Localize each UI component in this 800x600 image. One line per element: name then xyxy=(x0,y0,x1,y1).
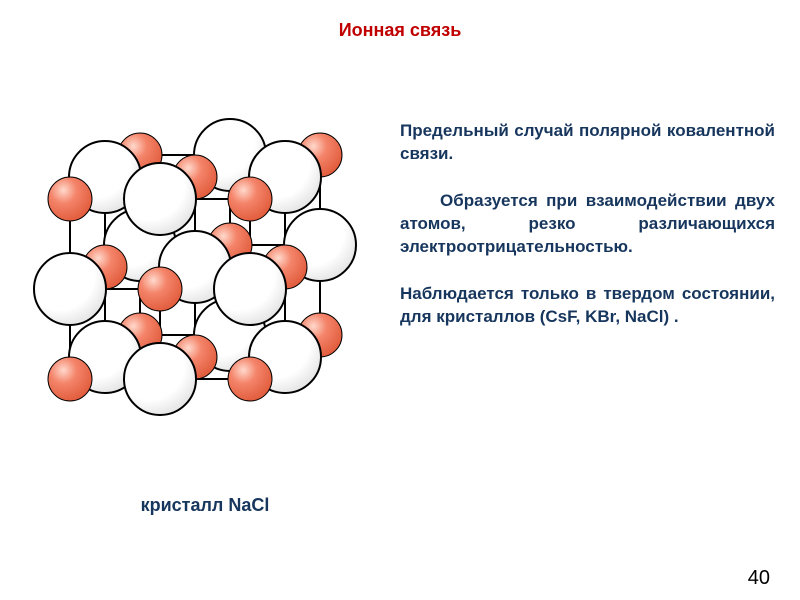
chloride-ion xyxy=(214,253,286,325)
body-text: Предельный случай полярной ковалентной с… xyxy=(400,120,775,353)
crystal-diagram xyxy=(30,115,380,465)
body-paragraph: Наблюдается только в твердом состоянии, … xyxy=(400,283,775,329)
chloride-ion xyxy=(124,163,196,235)
sodium-ion xyxy=(138,267,182,311)
chloride-ion xyxy=(34,253,106,325)
lattice-svg xyxy=(30,115,380,465)
diagram-caption: кристалл NaCl xyxy=(30,495,380,516)
title-text: Ионная связь xyxy=(339,20,462,40)
sodium-ion xyxy=(48,357,92,401)
chloride-ion xyxy=(124,343,196,415)
page-number: 40 xyxy=(748,567,770,590)
page-title: Ионная связь xyxy=(0,20,800,41)
sodium-ion xyxy=(228,177,272,221)
sodium-ion xyxy=(228,357,272,401)
page-number-text: 40 xyxy=(748,567,770,589)
body-paragraph: Образуется при взаимодействии двух атомо… xyxy=(400,190,775,259)
sodium-ion xyxy=(48,177,92,221)
body-paragraph: Предельный случай полярной ковалентной с… xyxy=(400,120,775,166)
caption-text: кристалл NaCl xyxy=(141,495,270,515)
